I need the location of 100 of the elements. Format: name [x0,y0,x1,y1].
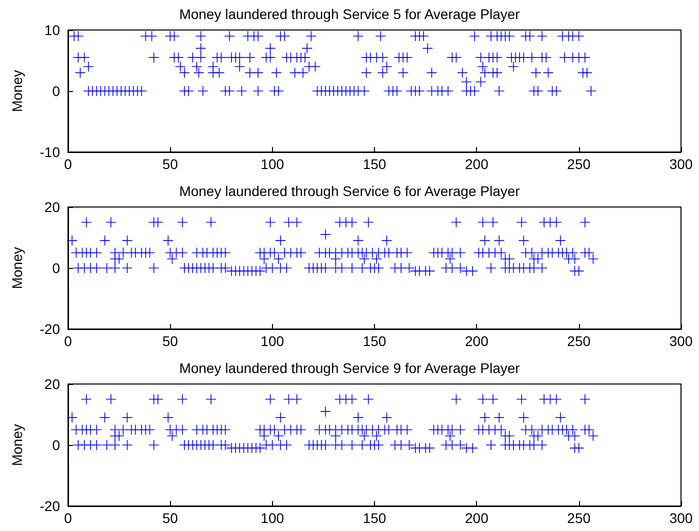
point [336,440,347,450]
point [424,443,435,454]
point [480,236,490,246]
point [114,254,124,264]
point [524,31,535,42]
point [580,217,590,228]
point [152,217,163,228]
point [470,86,480,96]
point [404,440,414,450]
point [532,86,543,96]
point [114,430,124,441]
point [445,430,456,441]
point [424,266,435,276]
point [67,412,78,423]
point [184,86,194,96]
point [518,236,529,246]
y-tick-label: 0 [52,260,60,276]
point [253,31,264,42]
point [376,31,386,42]
point [551,394,562,404]
point [480,412,490,423]
point [372,430,382,441]
point [574,31,584,42]
point [530,68,541,78]
x-tick-label: 0 [64,156,72,172]
point [586,86,596,96]
point [347,440,358,450]
x-tick-label: 100 [260,333,284,349]
point [255,443,266,454]
point [273,86,284,96]
point [516,217,527,228]
point [374,263,384,273]
point [244,52,255,62]
point [136,86,147,96]
point [353,412,364,423]
point [208,263,218,273]
point [555,236,566,246]
point [363,394,374,404]
point [300,52,310,62]
point [494,86,504,96]
point [516,394,527,404]
point [402,52,412,62]
point [404,263,414,273]
point [320,406,330,416]
point [476,76,486,87]
point [234,62,245,72]
point [488,394,498,404]
chart-title: Money laundered through Service 9 for Average Player [179,360,520,376]
point [208,440,218,450]
point [298,68,308,78]
point [330,430,341,441]
point [179,68,190,78]
point [310,62,320,72]
x-tick-label: 200 [464,333,489,349]
point [255,266,266,276]
point [173,52,184,62]
point [555,412,566,423]
point [588,254,598,264]
point [234,52,245,62]
point [478,62,488,72]
point [392,86,402,96]
point [486,263,496,273]
point [363,217,374,228]
point [574,443,584,454]
x-tick-label: 50 [162,156,178,172]
x-tick-label: 300 [669,333,693,349]
point [83,62,94,72]
point [198,86,208,96]
x-tick-label: 150 [362,333,386,349]
point [347,217,358,228]
point [259,430,270,441]
point [359,86,370,96]
point [106,217,116,228]
point [236,86,247,96]
point [445,254,456,264]
x-tick-label: 250 [567,510,591,526]
point [382,412,392,423]
y-axis-title: Money [9,70,25,112]
point [494,236,504,246]
y-tick-label: 20 [44,199,60,215]
point [67,236,78,246]
point [320,229,330,240]
point [580,394,590,404]
point [488,217,498,228]
point [216,52,226,62]
y-axis-title: Money [9,246,25,290]
point [273,430,284,441]
point [282,263,292,273]
point [353,236,364,246]
point [188,52,198,62]
point [206,394,216,404]
y-tick-label: 0 [52,83,60,99]
point [163,236,174,246]
point [468,266,478,276]
point [196,52,206,62]
point [353,31,364,42]
point [541,52,552,62]
point [457,68,468,78]
point [148,52,159,62]
point [492,52,502,62]
